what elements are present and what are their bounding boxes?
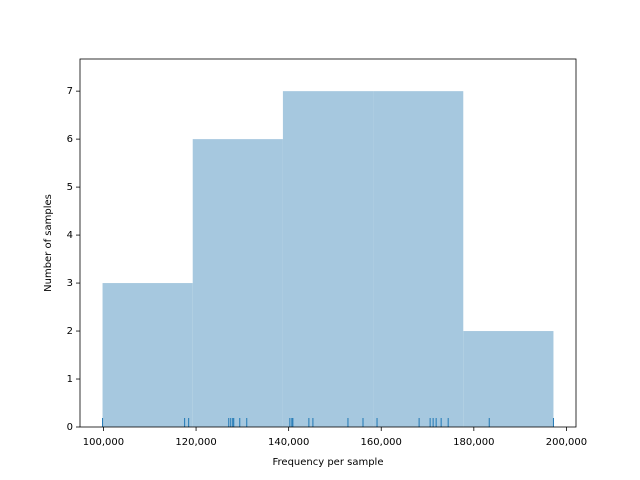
bar <box>373 91 464 427</box>
axes-frame <box>79 58 577 428</box>
y-axis-label: Number of samples <box>43 194 54 292</box>
bar <box>282 91 374 427</box>
bar <box>102 283 193 427</box>
x-tick-label: 200,000 <box>546 437 587 448</box>
y-tick-label: 0 <box>67 422 73 433</box>
x-tick-label: 120,000 <box>175 437 216 448</box>
y-tick-label: 1 <box>67 374 73 385</box>
x-tick-label: 180,000 <box>453 437 494 448</box>
y-tick-label: 4 <box>67 230 73 241</box>
bar <box>463 331 554 427</box>
x-tick-label: 100,000 <box>83 437 124 448</box>
x-tick-label: 160,000 <box>361 437 402 448</box>
y-tick-label: 5 <box>67 182 73 193</box>
x-tick-label: 140,000 <box>268 437 309 448</box>
y-tick-label: 6 <box>67 134 73 145</box>
bar <box>192 139 283 427</box>
y-tick-label: 7 <box>67 86 73 97</box>
y-tick-label: 2 <box>67 326 73 337</box>
x-axis-label: Frequency per sample <box>273 457 384 468</box>
y-tick-label: 3 <box>67 278 73 289</box>
